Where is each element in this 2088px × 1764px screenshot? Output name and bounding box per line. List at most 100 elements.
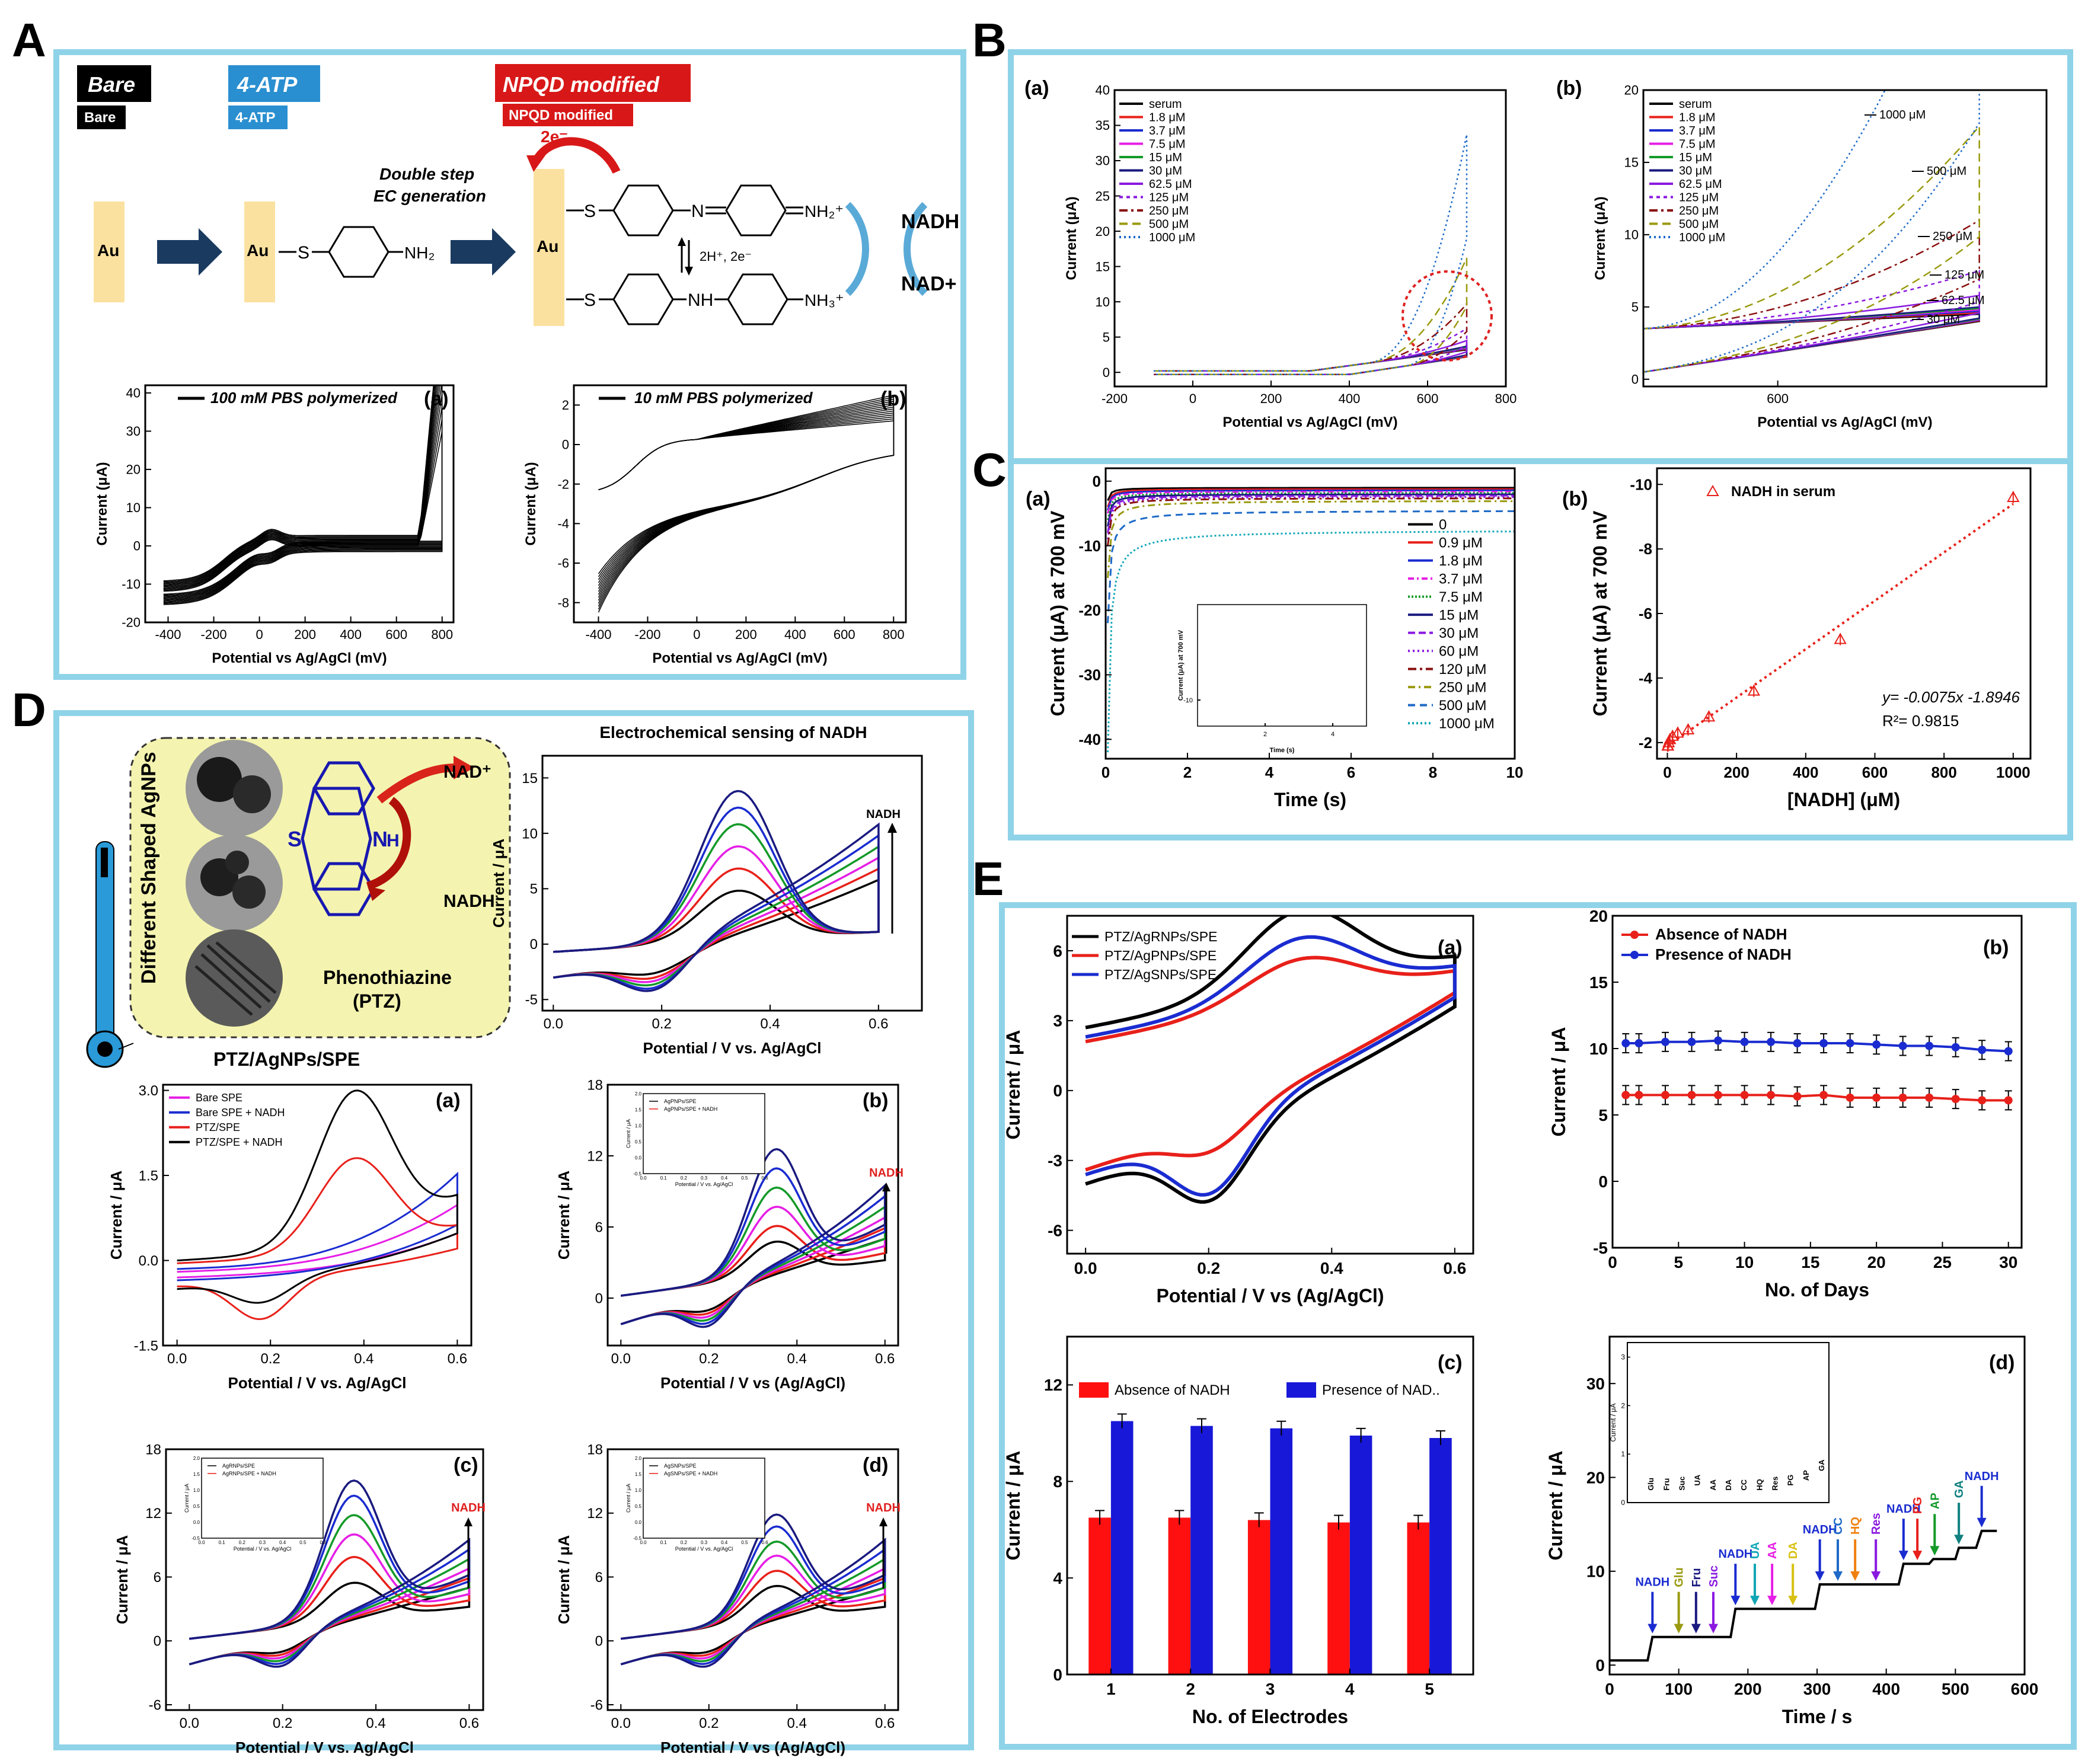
y-tick-label: 10 [1624, 228, 1639, 242]
x-tick-label: 800 [1931, 763, 1956, 781]
badge-4atp-small-label: 4-ATP [235, 110, 276, 126]
nadh-cycle-right-icon [903, 202, 928, 296]
data-point [1666, 729, 1679, 741]
panel-letter-d: D [12, 683, 46, 736]
inset-x-tick: 0.6 [761, 1175, 768, 1181]
x-tick-label: 0.0 [544, 1016, 563, 1032]
fit-equation: y= -0.0075x -1.8946 [1881, 688, 2020, 706]
y-tick-label: 5 [1103, 330, 1110, 344]
annotation-label: 125 μM [1945, 269, 1984, 282]
y-tick-label: 20 [126, 462, 141, 477]
cv-trace [553, 823, 880, 987]
inset-y-label: Current / μA [184, 1484, 190, 1513]
x-tick-label: 100 [1665, 1680, 1693, 1698]
arrow-head [1767, 1596, 1777, 1606]
inset-x-tick: 0.1 [660, 1540, 668, 1545]
y-tick-label: -2 [1639, 734, 1652, 752]
au-label-bare: Au [97, 241, 119, 260]
y-tick-label: 20 [1589, 907, 1608, 925]
legend-label: serum [1149, 98, 1182, 111]
frame-c [1008, 458, 2073, 841]
inset-y-tick: 1.0 [635, 1123, 642, 1129]
legend-label: 3.7 μM [1439, 571, 1483, 587]
x-tick-label: 600 [834, 627, 855, 642]
y-tick-label: 12 [587, 1148, 603, 1164]
bar [1349, 1435, 1372, 1674]
y-tick-label: 4 [1053, 1569, 1062, 1587]
inset-y-tick: -0.5 [191, 1536, 200, 1541]
legend-label: 15 μM [1439, 608, 1479, 624]
x-tick-label: 3 [1266, 1680, 1275, 1698]
inset-bar-label: AA [1709, 1479, 1717, 1490]
legend-label: PTZ/AgRNPs/SPE [1104, 929, 1217, 944]
y-tick-label: 15 [1624, 155, 1639, 170]
x-tick-label: 0.4 [354, 1351, 373, 1367]
data-point [1661, 1037, 1670, 1046]
y-axis-label: Current / μA [107, 1171, 125, 1260]
fit-line [1666, 503, 2014, 747]
badge-npqd [495, 64, 691, 102]
arrow-head [1871, 1571, 1881, 1581]
data-point [1793, 1039, 1802, 1048]
cv-trace [1643, 294, 1980, 373]
cv-trace [163, 385, 443, 602]
subplot-label: (a) [1026, 488, 1051, 510]
au-electrode-npqd [534, 169, 564, 326]
x-tick-label: 0.2 [699, 1351, 719, 1367]
injection-label: UA [1749, 1542, 1762, 1559]
data-point [1978, 1096, 1987, 1105]
legend-label: 500 μM [1149, 218, 1189, 231]
x-tick-label: 10 [1735, 1253, 1754, 1271]
legend-label: AgPNPs/SPE [664, 1098, 697, 1104]
data-point [1661, 739, 1675, 751]
legend-label: 100 mM PBS polymerized [210, 389, 398, 407]
x-tick-label: 0 [1605, 1680, 1614, 1698]
x-tick-label: 0.4 [366, 1715, 385, 1731]
data-point [1767, 1037, 1776, 1046]
legend-swatch [1079, 1382, 1109, 1398]
inset-bar-label: Suc [1678, 1477, 1687, 1491]
inset-c-a: 2 4 -10 Time (s) Current (μA) at 700 mV [1177, 604, 1367, 754]
arrow-head [1913, 1551, 1923, 1561]
x-tick-label: 0.0 [167, 1351, 187, 1367]
data-point [1687, 1091, 1696, 1100]
annotation-label: 500 μM [1927, 165, 1966, 178]
x-tick-label: 800 [431, 627, 453, 642]
data-point [1834, 632, 1847, 644]
transient-curve [1107, 493, 1515, 527]
inset-x-label: Potential / V vs. Ag/AgCl [234, 1546, 292, 1552]
au-electrode-bare [94, 202, 124, 302]
data-point [1846, 1093, 1854, 1102]
x-tick-label: 0.4 [787, 1351, 807, 1367]
data-point [1925, 1041, 1934, 1050]
subplot-label: (c) [454, 1454, 478, 1477]
inset-x-label: Potential / V vs. Ag/AgCl [675, 1546, 733, 1552]
inset-y-tick: 1.0 [193, 1488, 200, 1493]
y-tick-label: -20 [1078, 602, 1101, 619]
x-axis-label: Potential / V vs. Ag/AgCl [643, 1039, 822, 1057]
inset-x-tick: 0.6 [320, 1540, 327, 1545]
inset-bar-label: NADH [1631, 1475, 1640, 1498]
inset-bar-label: Fru [1662, 1478, 1671, 1491]
y-tick-label: 20 [1586, 1468, 1605, 1487]
au-label-npqd: Au [537, 237, 558, 255]
x-tick-label: 0.6 [869, 1016, 888, 1032]
data-point [1634, 1039, 1643, 1048]
inset-x-tick: 0.0 [198, 1540, 205, 1545]
transient-curve [1107, 496, 1515, 540]
y-tick-label: 12 [1044, 1376, 1062, 1394]
inset-x-tick: 0.1 [660, 1175, 668, 1181]
annotation-label: 1000 μM [1879, 108, 1926, 122]
cv-trace [163, 394, 443, 602]
agnp-shapes-label: Different Shaped AgNPs [138, 752, 160, 984]
legend-label: 30 μM [1149, 165, 1182, 178]
x-axis-label: Time / s [1782, 1706, 1853, 1727]
badge-npqd-label: NPQD modified [503, 72, 660, 97]
y-tick-label: 5 [1598, 1106, 1608, 1124]
injection-label: DA [1787, 1542, 1800, 1559]
badge-bare [77, 65, 151, 102]
legend-label: 15 μM [1149, 151, 1182, 164]
plot-data-area [1154, 134, 1468, 376]
y-tick-label: 0.0 [139, 1253, 158, 1269]
